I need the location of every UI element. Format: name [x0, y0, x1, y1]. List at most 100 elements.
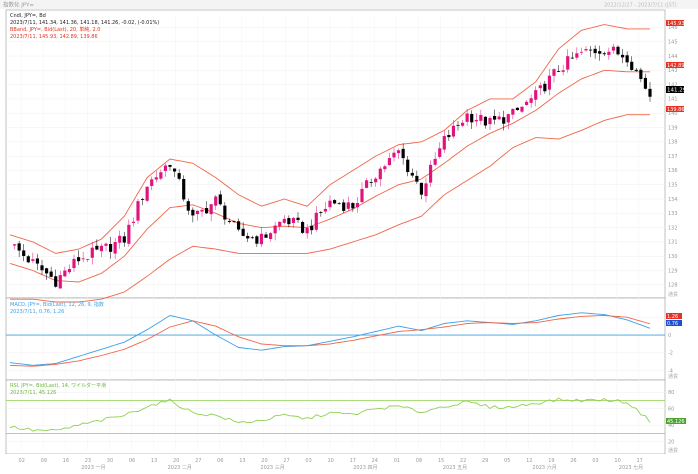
up-candle	[291, 217, 296, 223]
down-candle	[620, 54, 625, 58]
price-panel[interactable]	[5, 9, 666, 299]
down-candle	[415, 175, 419, 182]
up-candle	[442, 136, 446, 150]
price-y-tick-label: 143	[668, 68, 678, 74]
up-candle	[214, 196, 218, 206]
macd-tags: 1.26 0.76	[666, 313, 682, 327]
price-y-tick-label: 128	[668, 283, 678, 289]
macd-y-tick-label: -2	[668, 351, 673, 357]
up-candle	[364, 180, 369, 188]
x-day-tick-label: 12	[526, 458, 532, 464]
rsi-tags: 45.126	[666, 418, 686, 425]
up-candle	[305, 227, 309, 234]
up-candle	[131, 221, 136, 223]
up-candle	[524, 101, 529, 106]
up-candle	[113, 242, 117, 254]
down-candle	[369, 182, 373, 183]
x-day-tick-label: 30	[107, 458, 113, 464]
down-candle	[419, 182, 424, 195]
x-day-tick-label: 08	[416, 458, 422, 464]
up-candle	[58, 275, 62, 289]
up-candle	[90, 247, 94, 258]
down-candle	[639, 69, 643, 79]
up-candle	[561, 70, 565, 72]
down-candle	[342, 202, 346, 211]
price-tags: 145.93 142.89 141.29 139.86	[666, 20, 687, 113]
macd-yaxis-corner: 通貨	[668, 373, 678, 380]
last-price-tag	[666, 86, 684, 93]
down-candle	[236, 221, 241, 230]
up-candle	[511, 109, 515, 115]
bband-mid-line	[9, 69, 650, 283]
x-day-tick-label: 19	[548, 458, 554, 464]
up-candle	[278, 221, 282, 227]
price-y-tick-label: 133	[668, 211, 678, 217]
up-candle	[195, 210, 200, 215]
down-candle	[40, 265, 44, 271]
last-price-tag-text: 141.29	[667, 88, 687, 94]
down-candle	[483, 116, 488, 126]
down-candle	[122, 236, 126, 243]
x-day-tick-label: 05	[504, 458, 510, 464]
up-candle	[163, 165, 168, 171]
price-legend-values: 2023/7/11, 141.34, 141.36, 141.18, 141.2…	[10, 20, 159, 26]
down-candle	[223, 205, 227, 220]
up-candle	[611, 46, 616, 51]
up-candle	[474, 119, 478, 122]
up-candle	[465, 113, 469, 122]
bband-upper-tag	[666, 20, 684, 26]
up-candle	[355, 203, 360, 208]
down-candle	[648, 88, 652, 97]
up-candle	[479, 114, 483, 121]
macd-panel[interactable]	[5, 297, 666, 381]
up-candle	[566, 56, 570, 70]
up-candle	[360, 188, 364, 203]
price-y-tick-label: 137	[668, 154, 678, 160]
down-candle	[177, 173, 181, 179]
up-candle	[396, 150, 401, 154]
up-candle	[200, 209, 204, 212]
rsi-tag-text: 45.126	[667, 419, 685, 425]
x-axis-area	[6, 454, 665, 472]
price-y-tick-label: 139	[668, 125, 678, 131]
down-candle	[17, 243, 21, 251]
down-candle	[593, 48, 597, 54]
window-title: 指数化 JPY=	[3, 1, 34, 9]
down-candle	[602, 53, 606, 55]
price-y-tick-label: 142	[668, 82, 678, 88]
up-candle	[374, 178, 378, 183]
x-day-tick-label: 24	[372, 458, 378, 464]
rsi-y-tick-label: 40	[668, 423, 674, 429]
down-candle	[300, 222, 305, 233]
up-candle	[460, 122, 465, 126]
down-candle	[227, 221, 232, 222]
x-day-tick-label: 06	[129, 458, 135, 464]
down-candle	[140, 199, 145, 200]
down-candle	[447, 135, 451, 138]
price-y-tick-label: 136	[668, 168, 678, 174]
down-candle	[492, 115, 497, 120]
down-candle	[287, 218, 291, 225]
up-candle	[328, 200, 332, 208]
up-candle	[127, 224, 131, 244]
x-day-tick-label: 06	[217, 458, 223, 464]
up-candle	[72, 258, 76, 269]
up-candle	[118, 235, 122, 243]
price-y-tick-label: 140	[668, 111, 678, 117]
down-candle	[616, 46, 620, 55]
x-month-label: 2023 七月	[619, 464, 643, 471]
rsi-y-tick-label: 80	[668, 390, 674, 396]
x-day-tick-label: 26	[570, 458, 576, 464]
up-candle	[433, 158, 437, 165]
up-candle	[392, 152, 396, 158]
up-candle	[67, 268, 72, 273]
up-candle	[552, 69, 556, 76]
up-candle	[150, 179, 154, 186]
rsi-panel[interactable]	[5, 379, 666, 455]
down-candle	[95, 245, 99, 250]
x-day-tick-label: 17	[636, 458, 642, 464]
x-day-tick-label: 16	[63, 458, 69, 464]
bband-upper-tag-text: 145.93	[667, 21, 685, 27]
